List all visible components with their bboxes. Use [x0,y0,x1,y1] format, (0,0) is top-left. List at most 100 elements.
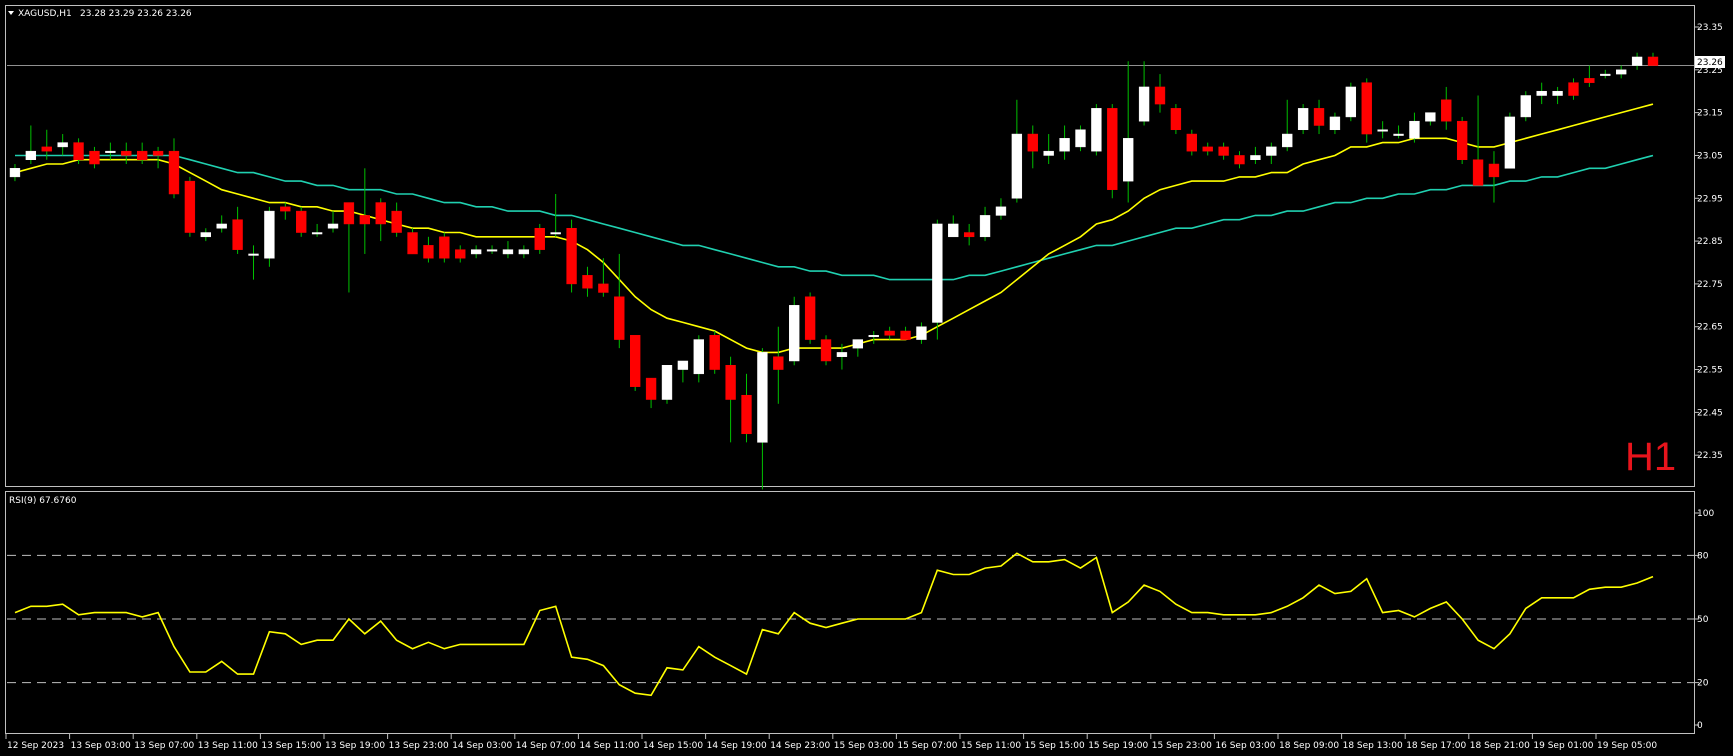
candle-102 [1631,52,1643,70]
candle-28 [455,245,466,263]
candle-46 [741,373,752,443]
candle-body-10 [168,150,180,195]
candle-body-67 [1075,129,1086,148]
price-tick-label-4: 22.95 [1697,194,1723,204]
time-label-18: 15 Sep 23:00 [1152,741,1212,751]
candle-101 [1616,65,1627,79]
candle-95 [1520,91,1531,122]
candle-body-28 [455,249,466,259]
candle-body-90 [1441,99,1452,122]
candle-body-3 [57,142,68,148]
candle-36 [582,266,593,297]
time-label-5: 13 Sep 19:00 [325,741,385,751]
candle-body-93 [1488,163,1500,178]
rsi-panel-frame [5,491,1695,734]
candle-40 [645,377,657,409]
time-label-20: 18 Sep 09:00 [1279,741,1339,751]
candle-body-22 [359,215,371,225]
candle-57 [916,322,927,344]
candle-70 [1123,61,1134,203]
candle-38 [614,253,625,349]
candle-body-74 [1186,133,1197,152]
candle-43 [693,335,704,383]
dropdown-triangle-icon[interactable] [8,11,14,15]
candle-9 [152,146,164,169]
candle-body-37 [598,283,609,293]
candle-37 [598,258,609,297]
candle-84 [1345,82,1357,122]
candle-33 [534,223,545,254]
time-label-3: 13 Sep 11:00 [198,741,258,751]
candle-body-45 [725,365,736,400]
candle-19 [311,223,323,237]
candle-body-31 [502,249,514,255]
candle-1 [25,125,37,165]
candle-body-70 [1123,138,1134,182]
candles[interactable] [9,52,1659,490]
candle-body-5 [89,150,100,165]
time-label-16: 15 Sep 15:00 [1025,741,1085,751]
candle-body-33 [534,227,545,250]
candle-5 [89,146,100,169]
candle-body-88 [1409,120,1420,139]
candle-103 [1647,52,1659,66]
price-panel-frame [5,5,1695,487]
candle-22 [359,168,371,254]
candle-body-59 [948,223,959,238]
ma-fast-line [14,103,1654,354]
candle-body-102 [1631,56,1643,66]
candle-18 [296,206,307,237]
candle-body-25 [407,232,418,255]
candle-body-46 [741,394,752,435]
candle-body-65 [1043,150,1054,156]
candle-99 [1584,65,1595,87]
candle-body-4 [73,142,84,160]
candle-88 [1409,112,1420,143]
candle-34 [550,193,561,237]
candle-58 [932,219,943,340]
candle-72 [1154,74,1166,113]
rsi-tick-label-1: 80 [1697,551,1709,561]
candle-52 [836,343,848,370]
candle-body-19 [311,232,323,235]
candle-15 [248,245,259,280]
price-tick-label-8: 22.55 [1697,366,1723,376]
time-label-14: 15 Sep 07:00 [897,741,957,751]
candle-body-42 [677,360,689,370]
candle-body-84 [1345,86,1357,118]
candle-69 [1107,104,1118,199]
candle-0 [9,164,21,182]
candle-11 [184,176,196,237]
rsi-indicator [7,552,1694,697]
time-label-1: 13 Sep 03:00 [71,741,131,751]
candle-26 [423,236,434,263]
candle-body-34 [550,232,561,235]
candle-body-55 [884,330,895,336]
candle-body-11 [184,180,196,233]
candle-63 [1011,99,1023,203]
candle-67 [1075,125,1086,152]
candle-24 [391,202,402,237]
price-tick-label-2: 23.15 [1697,109,1723,119]
candle-body-91 [1456,120,1468,160]
rsi-tick-label-3: 20 [1697,679,1709,689]
moving-averages [14,103,1654,354]
candle-8 [136,142,148,165]
time-label-11: 14 Sep 19:00 [707,741,767,751]
candle-82 [1313,99,1325,135]
time-label-4: 13 Sep 15:00 [261,741,321,751]
candle-77 [1234,151,1245,169]
candle-body-20 [327,223,339,229]
candle-75 [1202,142,1213,156]
candle-31 [502,241,514,259]
candle-body-94 [1504,116,1516,169]
candle-83 [1329,112,1341,135]
candle-body-44 [709,335,720,370]
candle-79 [1266,142,1277,165]
candle-94 [1504,112,1516,169]
candle-53 [852,339,864,357]
candle-86 [1377,121,1388,139]
time-label-13: 15 Sep 03:00 [834,741,894,751]
